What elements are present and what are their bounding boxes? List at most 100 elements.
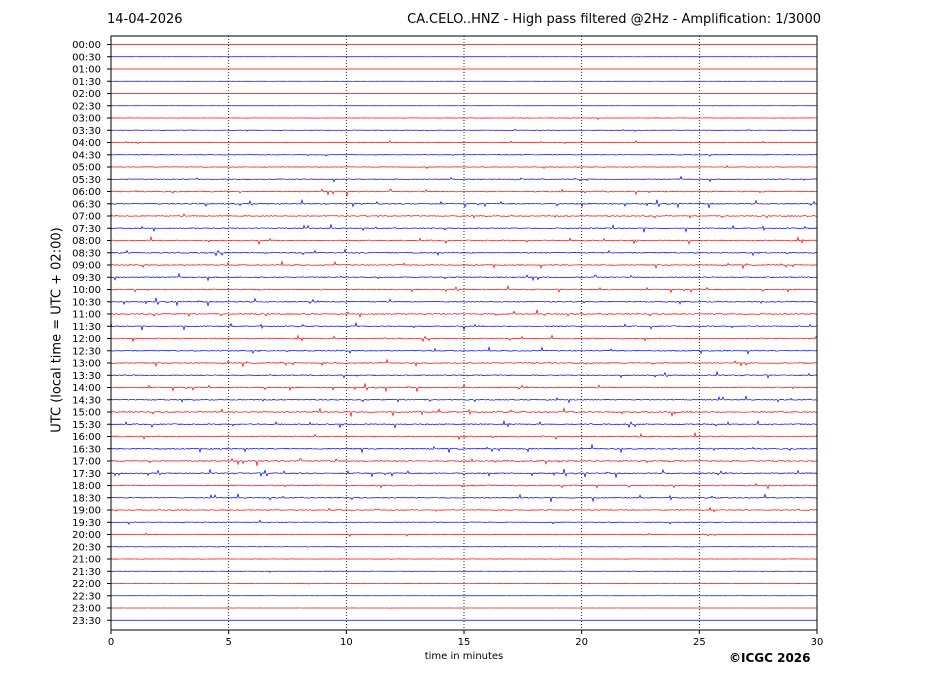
row-time-label: 16:30 <box>72 444 101 455</box>
trace-1130 <box>110 321 818 331</box>
row-time-label: 17:00 <box>72 457 101 468</box>
trace-0330 <box>110 128 818 132</box>
row-time-label: 14:00 <box>72 383 101 394</box>
trace-0430 <box>110 153 818 157</box>
row-time-label: 18:00 <box>72 481 101 492</box>
trace-0530 <box>110 175 818 183</box>
row-time-label: 11:00 <box>72 310 101 321</box>
x-axis-label: time in minutes <box>424 651 504 662</box>
row-time-label: 15:00 <box>72 408 101 419</box>
row-time-label: 10:30 <box>72 297 101 308</box>
trace-1730 <box>110 468 818 478</box>
trace-2100 <box>110 558 818 560</box>
row-time-label: 08:00 <box>72 236 101 247</box>
trace-0800 <box>110 235 818 246</box>
row-time-label: 17:30 <box>72 469 101 480</box>
trace-0900 <box>110 260 818 270</box>
row-time-label: 14:30 <box>72 395 101 406</box>
x-tick-label: 5 <box>225 637 231 648</box>
x-tick-label: 10 <box>340 637 353 648</box>
row-time-label: 01:00 <box>72 65 101 76</box>
row-time-label: 08:30 <box>72 248 101 259</box>
row-time-label: 13:30 <box>72 371 101 382</box>
trace-1100 <box>110 309 818 319</box>
row-time-label: 22:00 <box>72 579 101 590</box>
row-time-label: 23:30 <box>72 616 101 627</box>
trace-1700 <box>110 457 818 467</box>
row-time-label: 13:00 <box>72 359 101 370</box>
x-tick-label: 15 <box>458 637 471 648</box>
row-time-label: 12:30 <box>72 346 101 357</box>
x-tick-label: 20 <box>575 637 588 648</box>
row-time-label: 22:30 <box>72 591 101 602</box>
trace-1400 <box>110 383 818 393</box>
row-time-label: 02:30 <box>72 101 101 112</box>
row-time-label: 03:30 <box>72 126 101 137</box>
trace-1000 <box>110 284 818 294</box>
trace-0830 <box>110 248 818 257</box>
x-tick-label: 25 <box>693 637 706 648</box>
row-time-label: 18:30 <box>72 493 101 504</box>
trace-2000 <box>110 532 818 537</box>
trace-1930 <box>110 519 818 525</box>
trace-1030 <box>110 297 818 307</box>
trace-0300 <box>110 117 818 120</box>
copyright-label: ©ICGC 2026 <box>729 651 811 665</box>
trace-0600 <box>110 188 818 197</box>
row-time-label: 00:00 <box>72 40 101 51</box>
row-time-label: 16:00 <box>72 432 101 443</box>
trace-1430 <box>110 395 818 404</box>
row-time-label: 04:00 <box>72 138 101 149</box>
trace-0500 <box>110 165 817 170</box>
row-time-label: 00:30 <box>72 52 101 63</box>
trace-1800 <box>110 482 818 490</box>
x-tick-label: 30 <box>811 637 824 648</box>
trace-1230 <box>110 345 818 355</box>
trace-0400 <box>110 140 818 145</box>
row-time-label: 07:00 <box>72 212 101 223</box>
row-time-label: 20:30 <box>72 542 101 553</box>
station-title: CA.CELO..HNZ - High pass filtered @2Hz -… <box>407 12 821 27</box>
row-time-label: 07:30 <box>72 224 101 235</box>
row-time-label: 01:30 <box>72 77 101 88</box>
trace-1300 <box>110 358 818 368</box>
row-time-label: 03:00 <box>72 114 101 125</box>
trace-2030 <box>110 545 818 548</box>
trace-2200 <box>110 582 818 585</box>
row-time-label: 21:30 <box>72 567 101 578</box>
trace-1330 <box>110 370 818 379</box>
row-time-label: 15:30 <box>72 420 101 431</box>
row-time-label: 19:30 <box>72 518 101 529</box>
row-time-label: 11:30 <box>72 322 101 333</box>
row-time-label: 06:00 <box>72 187 101 198</box>
trace-1900 <box>110 506 818 513</box>
row-time-label: 02:00 <box>72 89 101 100</box>
row-time-label: 09:30 <box>72 273 101 284</box>
row-time-label: 23:00 <box>72 604 101 615</box>
trace-0730 <box>110 224 818 233</box>
trace-1200 <box>110 334 818 343</box>
trace-2230 <box>110 595 818 597</box>
row-time-label: 05:00 <box>72 163 101 174</box>
row-time-label: 20:00 <box>72 530 101 541</box>
trace-1530 <box>110 419 818 429</box>
trace-1600 <box>110 432 818 441</box>
row-time-label: 12:00 <box>72 334 101 345</box>
row-time-label: 09:00 <box>72 261 101 272</box>
trace-2130 <box>110 570 818 573</box>
row-time-label: 06:30 <box>72 199 101 210</box>
row-time-label: 21:00 <box>72 555 101 566</box>
row-time-label: 10:00 <box>72 285 101 296</box>
trace-0930 <box>110 272 818 282</box>
row-time-label: 05:30 <box>72 175 101 186</box>
trace-1630 <box>110 443 818 454</box>
trace-0630 <box>110 198 818 209</box>
trace-0700 <box>110 213 818 219</box>
date-label: 14-04-2026 <box>107 12 183 27</box>
x-tick-label: 0 <box>108 637 114 648</box>
row-time-label: 04:30 <box>72 150 101 161</box>
trace-1500 <box>110 406 818 417</box>
trace-1830 <box>110 493 818 503</box>
row-time-label: 19:00 <box>72 506 101 517</box>
